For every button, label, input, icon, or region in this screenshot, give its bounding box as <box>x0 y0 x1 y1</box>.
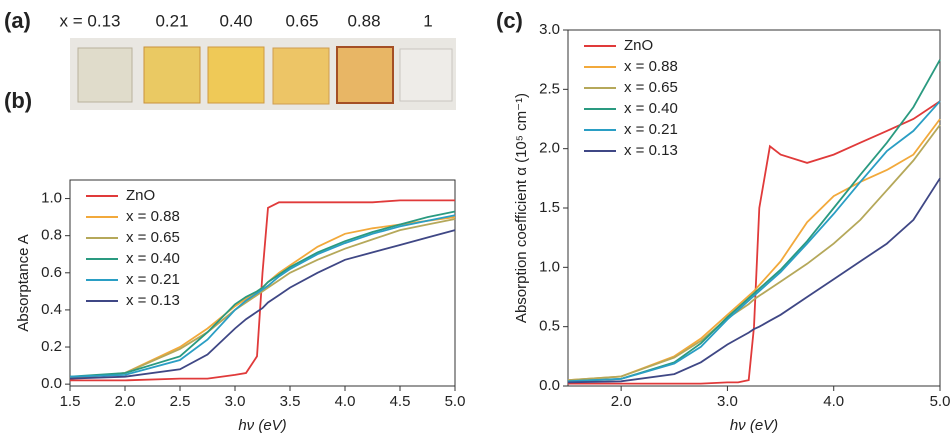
y-tick-label: 1.0 <box>41 190 62 207</box>
sample-label: 1 <box>423 11 432 30</box>
sample-label: 0.65 <box>285 11 318 30</box>
y-tick-label: 2.0 <box>539 140 560 157</box>
y-tick-label: 1.5 <box>539 199 560 216</box>
x-tick-label: 3.5 <box>280 393 301 410</box>
sample <box>400 49 452 101</box>
legend-label: x = 0.13 <box>624 142 678 159</box>
legend-label: x = 0.88 <box>624 58 678 75</box>
y-tick-label: 0.0 <box>41 375 62 392</box>
legend-label: x = 0.13 <box>126 292 180 309</box>
x-tick-label: 4.5 <box>390 393 411 410</box>
sample-photo <box>70 38 456 110</box>
x-tick-label: 5.0 <box>445 393 466 410</box>
x-tick-label: 1.5 <box>60 393 81 410</box>
x-axis-label: hν (eV) <box>730 417 778 434</box>
legend-label: x = 0.65 <box>126 229 180 246</box>
y-tick-label: 1.0 <box>539 258 560 275</box>
sample <box>78 48 132 102</box>
legend-label: x = 0.40 <box>624 100 678 117</box>
x-tick-label: 2.0 <box>115 393 136 410</box>
y-tick-label: 0.8 <box>41 227 62 244</box>
x-tick-label: 3.0 <box>717 393 738 410</box>
y-axis-label: Absorptance A <box>15 234 32 332</box>
x-axis-label: hν (eV) <box>238 417 286 434</box>
panel-label: (c) <box>496 8 523 33</box>
sample <box>208 47 264 103</box>
y-tick-label: 0.5 <box>539 318 560 335</box>
y-tick-label: 3.0 <box>539 21 560 38</box>
legend-label: x = 0.21 <box>126 271 180 288</box>
y-tick-label: 0.0 <box>539 377 560 394</box>
panel-label: (a) <box>4 8 31 33</box>
sample <box>273 48 329 104</box>
legend-label: x = 0.65 <box>624 79 678 96</box>
data-line <box>568 178 940 382</box>
x-tick-label: 2.0 <box>611 393 632 410</box>
panel-label: (b) <box>4 88 32 113</box>
sample-label: x = 0.13 <box>60 11 121 30</box>
legend-label: ZnO <box>126 187 155 204</box>
y-axis-label: Absorption coefficient α (10⁵ cm⁻¹) <box>513 93 530 323</box>
x-tick-label: 3.0 <box>225 393 246 410</box>
x-tick-label: 4.0 <box>335 393 356 410</box>
y-tick-label: 0.4 <box>41 301 62 318</box>
x-tick-label: 2.5 <box>170 393 191 410</box>
legend-label: x = 0.21 <box>624 121 678 138</box>
figure: (a) x = 0.13 0.21 0.40 0.65 0.88 1 (b) 1.5 2.0 2.… <box>0 0 951 442</box>
x-tick-label: 5.0 <box>930 393 951 410</box>
sample-label: 0.40 <box>219 11 252 30</box>
legend-label: x = 0.88 <box>126 208 180 225</box>
y-tick-label: 0.6 <box>41 264 62 281</box>
legend-label: ZnO <box>624 37 653 54</box>
y-tick-label: 2.5 <box>539 80 560 97</box>
data-line <box>568 125 940 380</box>
legend-label: x = 0.40 <box>126 250 180 267</box>
sample <box>144 47 200 103</box>
y-tick-label: 0.2 <box>41 338 62 355</box>
x-tick-label: 4.0 <box>823 393 844 410</box>
sample-label: 0.21 <box>155 11 188 30</box>
sample <box>337 47 393 103</box>
sample-label: 0.88 <box>347 11 380 30</box>
